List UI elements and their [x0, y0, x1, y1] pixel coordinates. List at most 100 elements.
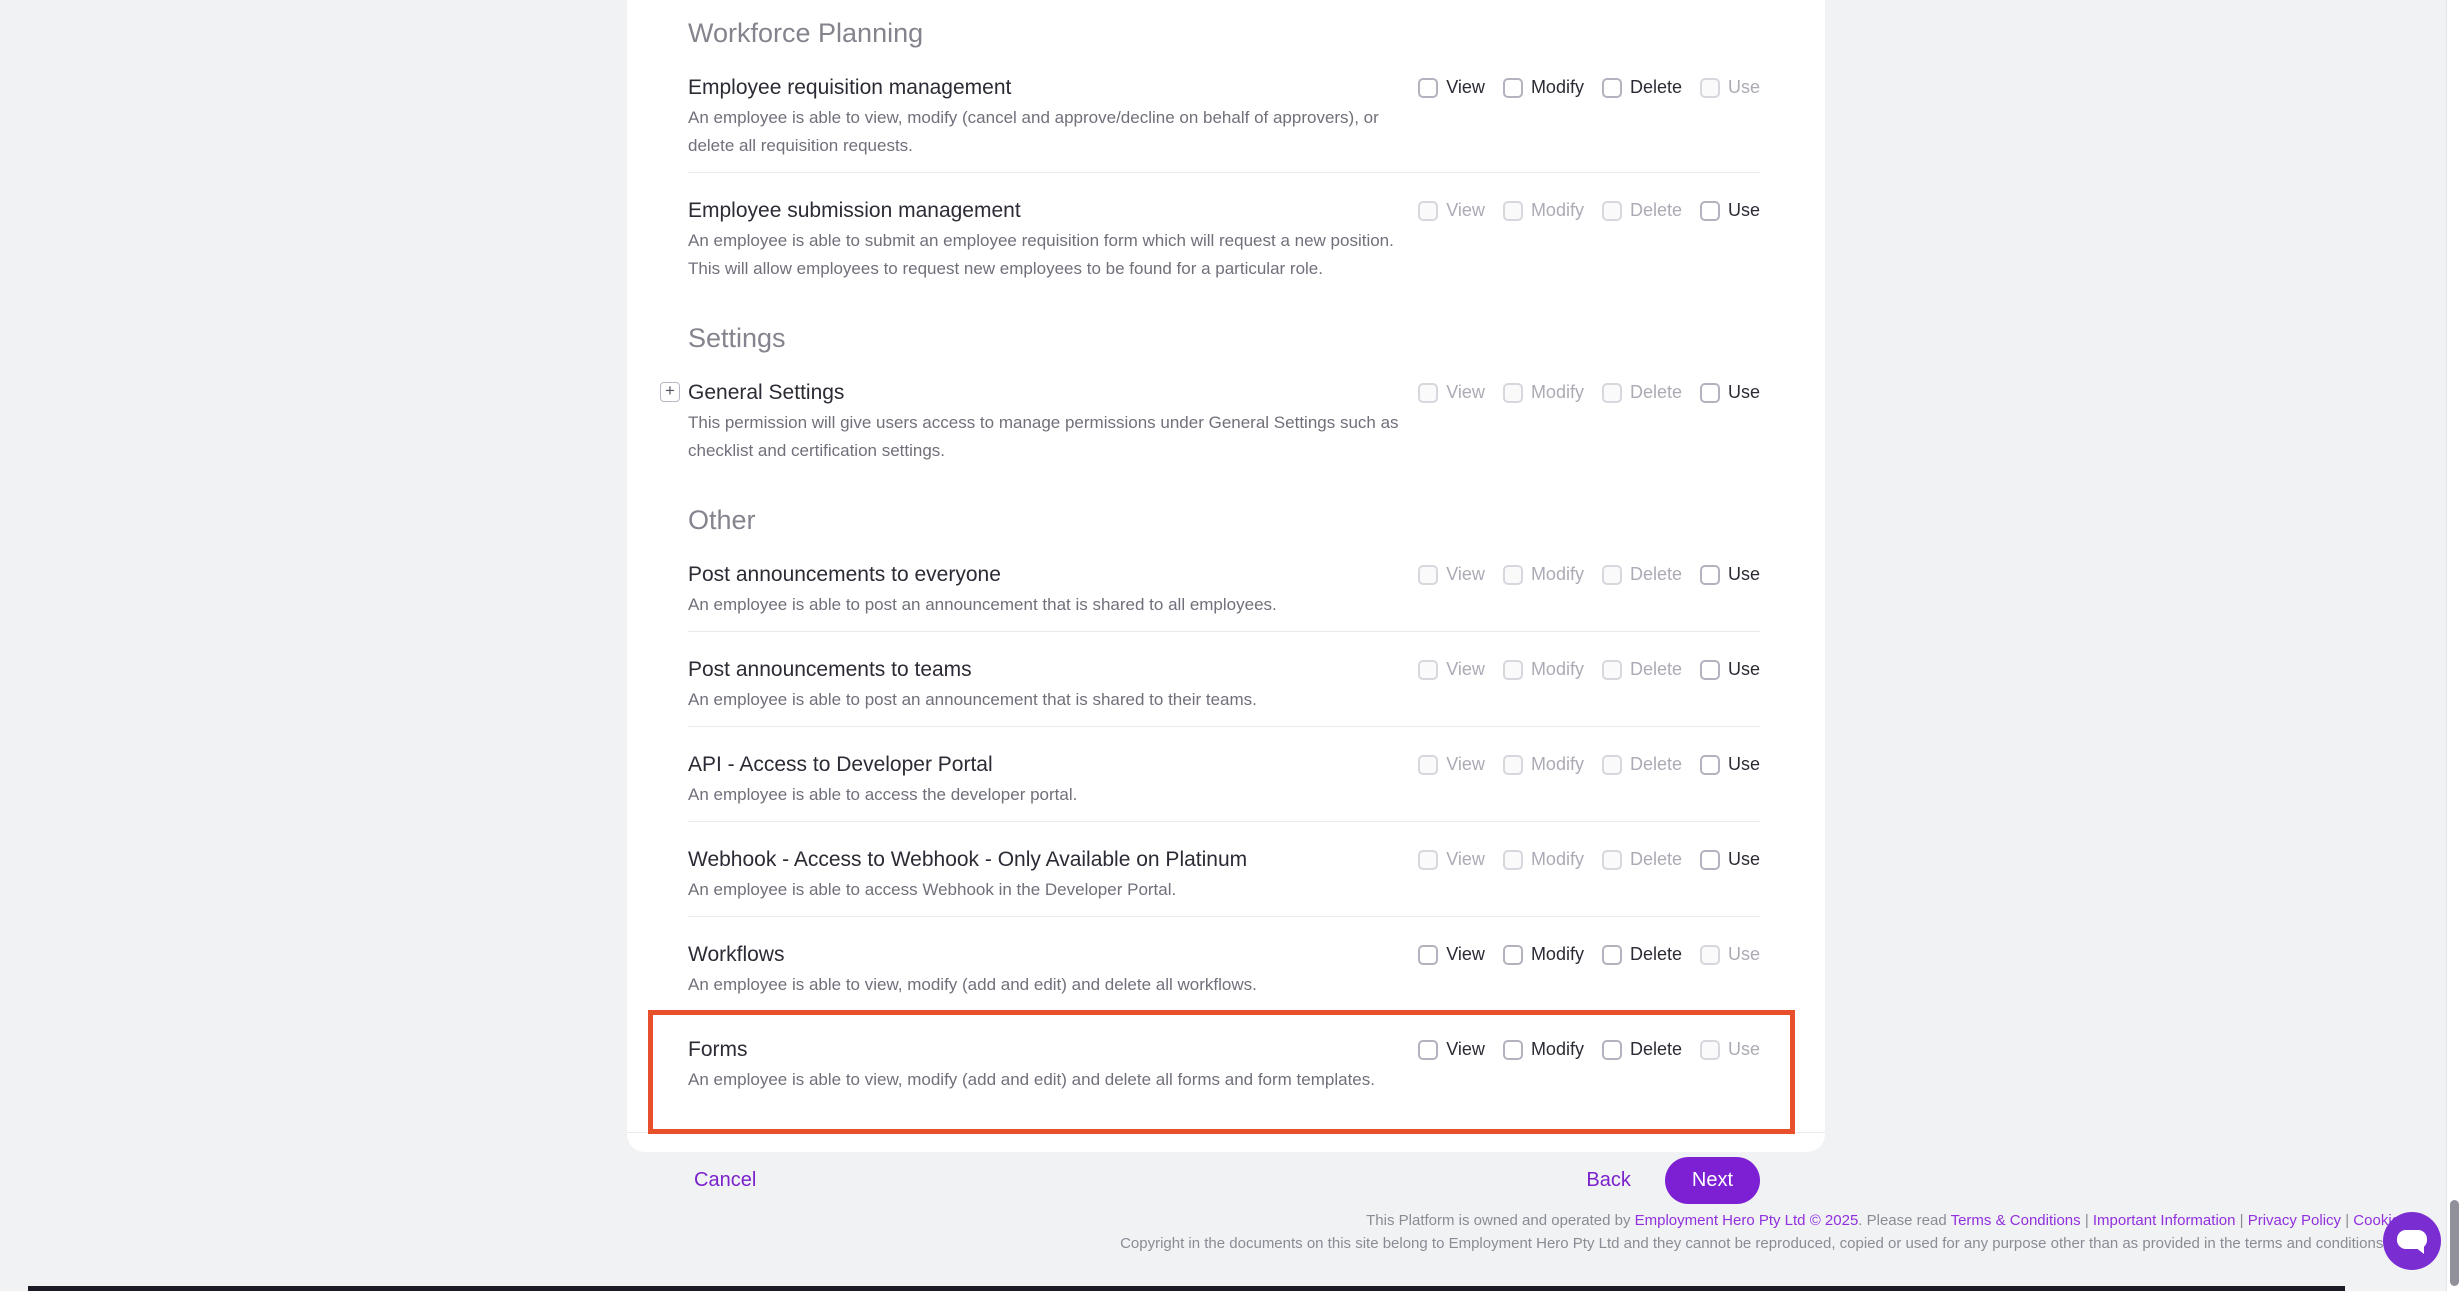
permission-checkbox-delete: Delete [1601, 659, 1682, 680]
permission-title-wrap: Webhook - Access to Webhook - Only Avail… [688, 847, 1247, 873]
checkbox-icon[interactable] [1699, 382, 1720, 403]
permission-checkbox-modify: Modify [1502, 564, 1584, 585]
next-button[interactable]: Next [1664, 1157, 1760, 1204]
checkbox-label: Modify [1530, 1039, 1584, 1059]
footer-text: | [2235, 1212, 2248, 1229]
permission-checkbox-use[interactable]: Use [1699, 382, 1760, 403]
permission-checkbox-modify[interactable]: Modify [1502, 944, 1584, 965]
expand-plus-icon[interactable]: + [660, 382, 680, 402]
checkbox-label: Use [1727, 200, 1760, 220]
permission-checkbox-modify: Modify [1502, 754, 1584, 775]
actions-right-group: Back Next [1580, 1157, 1760, 1204]
footer-text: | [2080, 1212, 2093, 1229]
footer-link[interactable]: Terms & Conditions [1950, 1212, 2081, 1229]
checkbox-icon[interactable] [1418, 944, 1439, 965]
checkbox-label: Modify [1530, 849, 1584, 869]
checkbox-icon[interactable] [1502, 944, 1523, 965]
permission-checkbox-view[interactable]: View [1418, 944, 1485, 965]
checkbox-label: Use [1727, 1039, 1760, 1059]
footer-link[interactable]: Important Information [2092, 1212, 2236, 1229]
back-button[interactable]: Back [1580, 1168, 1636, 1193]
permission-row: Post announcements to teams An employee i… [688, 632, 1760, 727]
checkbox-label: Modify [1530, 200, 1584, 220]
permission-checkbox-use[interactable]: Use [1699, 659, 1760, 680]
permission-info: Post announcements to teams An employee i… [688, 657, 1257, 714]
permission-title: Employee requisition management [688, 76, 1012, 99]
section-title: Settings [688, 323, 786, 353]
scrollbar-thumb[interactable] [2450, 1200, 2459, 1286]
footer-link[interactable]: Employment Hero Pty Ltd © 2025 [1634, 1212, 1859, 1229]
permission-title: Forms [688, 1038, 748, 1061]
checkbox-label: Delete [1629, 659, 1682, 679]
permission-checkbox-use[interactable]: Use [1699, 754, 1760, 775]
checkbox-icon[interactable] [1418, 77, 1439, 98]
checkbox-icon[interactable] [1601, 77, 1622, 98]
permission-title: API - Access to Developer Portal [688, 753, 993, 776]
checkbox-icon [1699, 1039, 1720, 1060]
permission-checkbox-use[interactable]: Use [1699, 564, 1760, 585]
permission-title: General Settings [688, 381, 845, 404]
section-rows: Employee requisition management An employ… [688, 50, 1760, 295]
checkbox-label: Use [1727, 754, 1760, 774]
chat-launcher-button[interactable] [2383, 1212, 2441, 1270]
checkbox-icon [1601, 754, 1622, 775]
permission-checkbox-use[interactable]: Use [1699, 849, 1760, 870]
permission-checkbox-use[interactable]: Use [1699, 200, 1760, 221]
chat-bubble-icon [2397, 1230, 2427, 1254]
scrollbar-track[interactable] [2446, 0, 2462, 1291]
cancel-button[interactable]: Cancel [688, 1168, 762, 1193]
checkbox-icon[interactable] [1418, 1039, 1439, 1060]
checkbox-label: Delete [1629, 564, 1682, 584]
checkbox-icon [1699, 77, 1720, 98]
checkbox-icon[interactable] [1699, 659, 1720, 680]
permission-section: Other Post announcements to everyone An em… [648, 503, 1795, 1134]
permission-checkbox-view[interactable]: View [1418, 1039, 1485, 1060]
permission-section: Workforce Planning Employee requisition m… [688, 16, 1760, 295]
permission-row: Post announcements to everyone An employe… [688, 537, 1760, 632]
permission-checkbox-delete[interactable]: Delete [1601, 77, 1682, 98]
footer-link[interactable]: Privacy Policy [2247, 1212, 2342, 1229]
checkbox-icon[interactable] [1601, 1039, 1622, 1060]
checkbox-icon[interactable] [1601, 944, 1622, 965]
footer-text: This Platform is owned and operated by [1366, 1212, 1635, 1229]
checkbox-icon [1601, 382, 1622, 403]
permission-checkbox-delete[interactable]: Delete [1601, 1039, 1682, 1060]
checkbox-icon[interactable] [1502, 77, 1523, 98]
permission-title: Webhook - Access to Webhook - Only Avail… [688, 848, 1248, 871]
permission-checkbox-view: View [1418, 382, 1485, 403]
checkbox-label: Modify [1530, 659, 1584, 679]
permission-checkbox-view[interactable]: View [1418, 77, 1485, 98]
permission-description: An employee is able to view, modify (add… [688, 975, 1257, 994]
permission-section: Settings + General Settings This permission… [660, 321, 1760, 477]
checkbox-label: View [1446, 77, 1485, 97]
checkbox-icon [1418, 564, 1439, 585]
permission-checkbox-modify: Modify [1502, 200, 1584, 221]
permission-checkbox-modify[interactable]: Modify [1502, 1039, 1584, 1060]
footer-line1: This Platform is owned and operated by E… [1120, 1209, 2400, 1232]
checkbox-icon[interactable] [1699, 849, 1720, 870]
permission-title: Post announcements to teams [688, 658, 972, 681]
permission-checkboxes: View Modify Delete Use [1418, 659, 1760, 680]
permission-info: Employee submission management An employe… [688, 198, 1418, 283]
checkbox-label: Delete [1629, 382, 1682, 402]
actions-bar: Cancel Back Next [688, 1133, 1760, 1204]
permission-description: An employee is able to post an announcem… [688, 595, 1277, 614]
checkbox-label: Modify [1530, 944, 1584, 964]
permission-title-wrap: Post announcements to everyone [688, 562, 1277, 588]
checkbox-label: Use [1727, 382, 1760, 402]
permission-description: An employee is able to view, modify (can… [688, 108, 1379, 155]
permission-checkboxes: View Modify Delete Use [1418, 849, 1760, 870]
window-bottom-edge [28, 1286, 2345, 1291]
checkbox-label: View [1446, 944, 1485, 964]
permission-description: An employee is able to access the develo… [688, 785, 1078, 804]
checkbox-icon[interactable] [1699, 564, 1720, 585]
permission-checkbox-delete[interactable]: Delete [1601, 944, 1682, 965]
permission-checkbox-modify[interactable]: Modify [1502, 77, 1584, 98]
checkbox-icon[interactable] [1699, 754, 1720, 775]
permission-title-wrap: Post announcements to teams [688, 657, 1257, 683]
checkbox-label: View [1446, 564, 1485, 584]
checkbox-icon[interactable] [1502, 1039, 1523, 1060]
checkbox-icon[interactable] [1699, 200, 1720, 221]
checkbox-label: Modify [1530, 382, 1584, 402]
permission-checkboxes: View Modify Delete Use [1418, 77, 1760, 98]
